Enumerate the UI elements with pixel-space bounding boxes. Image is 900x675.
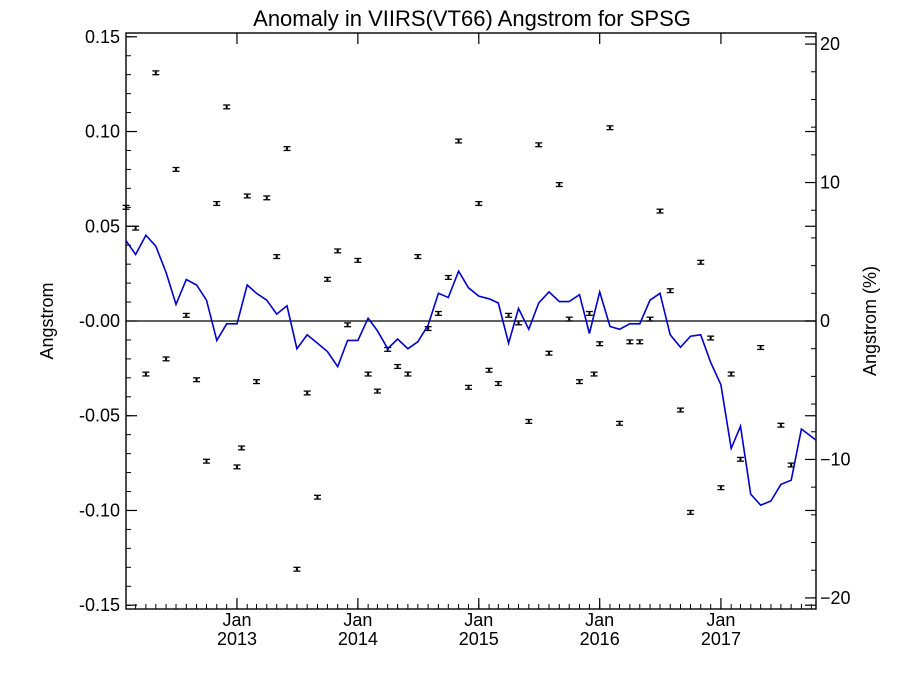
data-point — [494, 380, 502, 387]
y2-tick-label: 0 — [820, 311, 830, 331]
data-point — [303, 390, 311, 396]
data-point — [364, 371, 372, 377]
y-axis-label: Angstrom — [37, 282, 57, 359]
data-point — [727, 371, 735, 377]
data-point — [434, 310, 442, 316]
y2-tick-label: 20 — [820, 34, 840, 54]
y-tick-label: -0.00 — [79, 311, 120, 331]
data-point — [233, 464, 241, 470]
y-tick-label: -0.05 — [79, 406, 120, 426]
data-point — [202, 458, 210, 464]
data-point — [404, 371, 412, 377]
y-tick-label: 0.15 — [85, 27, 120, 47]
x-tick-month-label: Jan — [343, 610, 372, 630]
y-tick-label: -0.10 — [79, 500, 120, 520]
data-point — [243, 193, 251, 199]
data-point — [686, 509, 694, 515]
data-point — [485, 367, 493, 373]
data-point — [590, 371, 598, 377]
data-point — [535, 142, 543, 148]
data-point — [455, 138, 463, 144]
y2-axis-label: Angstrom (%) — [860, 266, 880, 376]
percent-line-series — [125, 233, 817, 507]
data-point — [677, 407, 685, 413]
data-point — [656, 208, 664, 214]
x-tick-month-label: Jan — [222, 610, 251, 630]
data-point — [424, 326, 432, 332]
data-point — [475, 200, 483, 207]
x-tick-year-label: 2016 — [580, 629, 620, 649]
percent-anomaly-line — [125, 233, 817, 507]
data-point — [545, 350, 553, 356]
data-point — [132, 225, 140, 231]
data-point — [253, 379, 261, 385]
data-point — [273, 254, 281, 260]
data-point — [283, 146, 291, 152]
data-point — [444, 274, 452, 280]
data-point — [575, 379, 583, 385]
data-point — [193, 377, 201, 383]
x-tick-year-label: 2013 — [217, 629, 257, 649]
data-point — [465, 384, 473, 390]
chart-title: Anomaly in VIIRS(VT66) Angstrom for SPSG — [253, 6, 691, 31]
data-point — [334, 248, 342, 254]
y-tick-label: -0.15 — [79, 595, 120, 615]
data-point — [293, 566, 301, 572]
x-tick-year-label: 2017 — [701, 629, 741, 649]
data-point — [646, 316, 654, 322]
data-point — [142, 371, 150, 377]
y-axis-left: 0.15 0.10 0.05 -0.00 -0.05 -0.10 -0.15 — [79, 27, 816, 615]
data-point — [313, 494, 321, 500]
data-point — [616, 420, 624, 426]
x-tick-year-label: 2014 — [338, 629, 378, 649]
x-tick-month-label: Jan — [464, 610, 493, 630]
data-point — [263, 195, 271, 201]
data-point — [666, 288, 674, 294]
x-tick-year-label: 2015 — [459, 629, 499, 649]
data-point — [626, 339, 634, 345]
data-point — [606, 125, 614, 131]
data-point — [213, 200, 221, 207]
data-point — [344, 322, 352, 328]
data-point — [636, 339, 644, 345]
data-point — [373, 388, 381, 394]
y-axis-right: 20 10 0 −10 −20 — [805, 34, 851, 608]
data-point — [354, 257, 362, 263]
data-point — [238, 445, 246, 451]
data-point — [707, 335, 715, 341]
x-tick-month-label: Jan — [585, 610, 614, 630]
y-tick-label: 0.05 — [85, 216, 120, 236]
data-point — [414, 254, 422, 260]
data-point — [172, 166, 180, 172]
data-point — [152, 70, 160, 76]
data-point — [162, 356, 170, 362]
data-point — [717, 485, 725, 491]
data-point — [323, 276, 331, 282]
data-point — [596, 341, 604, 347]
data-point — [736, 456, 744, 462]
data-point — [757, 344, 765, 351]
data-point — [505, 312, 513, 318]
y-tick-label: 0.10 — [85, 122, 120, 142]
data-point — [515, 320, 523, 326]
y2-tick-label: −10 — [820, 449, 851, 469]
anomaly-points-series — [122, 70, 795, 572]
data-point — [585, 310, 593, 316]
y2-tick-label: −20 — [820, 588, 851, 608]
x-tick-month-label: Jan — [706, 610, 735, 630]
data-point — [555, 182, 563, 188]
data-point — [223, 104, 231, 110]
data-point — [182, 312, 190, 318]
data-point — [777, 422, 785, 428]
data-point — [394, 363, 402, 370]
data-point — [122, 204, 130, 210]
data-point — [565, 316, 573, 322]
data-point — [697, 259, 705, 265]
data-point — [525, 418, 533, 424]
y2-tick-label: 10 — [820, 173, 840, 193]
